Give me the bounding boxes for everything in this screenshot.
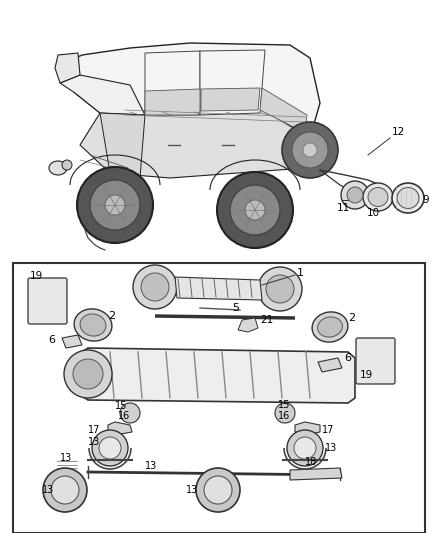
Text: 17: 17 <box>88 425 100 435</box>
Text: 13: 13 <box>88 437 100 447</box>
Circle shape <box>64 350 112 398</box>
Text: 6: 6 <box>344 353 351 363</box>
Text: 6: 6 <box>48 335 55 345</box>
Text: 16: 16 <box>118 411 130 421</box>
Circle shape <box>92 430 128 466</box>
Circle shape <box>230 185 280 235</box>
Circle shape <box>62 160 72 170</box>
Polygon shape <box>238 318 258 332</box>
Bar <box>13 263 425 533</box>
Text: 18: 18 <box>305 457 317 467</box>
Ellipse shape <box>397 188 419 208</box>
Circle shape <box>73 359 103 389</box>
Circle shape <box>303 143 317 157</box>
Text: 19: 19 <box>360 370 373 380</box>
Circle shape <box>347 187 363 203</box>
FancyBboxPatch shape <box>356 338 395 384</box>
Text: 13: 13 <box>186 485 198 495</box>
Text: 9: 9 <box>422 195 429 205</box>
Ellipse shape <box>49 161 67 175</box>
Circle shape <box>258 267 302 311</box>
Text: 21: 21 <box>260 315 273 325</box>
Ellipse shape <box>392 183 424 213</box>
Polygon shape <box>145 51 200 115</box>
Polygon shape <box>80 348 355 403</box>
Ellipse shape <box>363 183 393 211</box>
Circle shape <box>294 437 316 459</box>
Polygon shape <box>100 113 145 178</box>
Text: 13: 13 <box>60 453 72 463</box>
Polygon shape <box>175 277 262 300</box>
Circle shape <box>196 468 240 512</box>
Text: 10: 10 <box>367 208 380 218</box>
Polygon shape <box>80 108 310 178</box>
Text: 1: 1 <box>297 268 304 278</box>
Circle shape <box>275 403 295 423</box>
Text: 15: 15 <box>278 400 290 410</box>
Text: 11: 11 <box>336 203 350 213</box>
Text: 5: 5 <box>232 303 239 313</box>
Circle shape <box>133 265 177 309</box>
Polygon shape <box>200 50 265 115</box>
Polygon shape <box>108 422 132 435</box>
Circle shape <box>245 200 265 220</box>
Polygon shape <box>55 53 80 83</box>
Polygon shape <box>201 88 260 111</box>
Polygon shape <box>62 335 82 348</box>
Polygon shape <box>260 88 307 133</box>
Polygon shape <box>318 358 342 372</box>
Polygon shape <box>295 422 320 435</box>
Circle shape <box>287 430 323 466</box>
Text: 2: 2 <box>348 313 355 323</box>
Ellipse shape <box>74 309 112 341</box>
Polygon shape <box>60 43 320 138</box>
FancyBboxPatch shape <box>28 278 67 324</box>
Text: 19: 19 <box>30 271 43 281</box>
Text: 17: 17 <box>322 425 334 435</box>
Text: 2: 2 <box>108 311 115 321</box>
Circle shape <box>266 275 294 303</box>
Circle shape <box>120 403 140 423</box>
Circle shape <box>217 172 293 248</box>
Text: 13: 13 <box>42 485 54 495</box>
Circle shape <box>99 437 121 459</box>
Circle shape <box>282 122 338 178</box>
Ellipse shape <box>312 312 348 342</box>
Circle shape <box>105 195 125 215</box>
Circle shape <box>292 132 328 168</box>
Circle shape <box>77 167 153 243</box>
Circle shape <box>43 468 87 512</box>
Circle shape <box>51 476 79 504</box>
Circle shape <box>341 181 369 209</box>
Text: 13: 13 <box>145 461 157 471</box>
Ellipse shape <box>318 317 343 337</box>
Ellipse shape <box>80 314 106 336</box>
Circle shape <box>204 476 232 504</box>
Text: 15: 15 <box>115 401 127 411</box>
Polygon shape <box>145 89 200 115</box>
Text: 16: 16 <box>278 411 290 421</box>
Polygon shape <box>60 75 145 115</box>
Ellipse shape <box>368 188 388 206</box>
Circle shape <box>141 273 169 301</box>
Circle shape <box>90 180 140 230</box>
Text: 13: 13 <box>325 443 337 453</box>
Polygon shape <box>290 468 342 480</box>
Text: 12: 12 <box>392 127 405 137</box>
